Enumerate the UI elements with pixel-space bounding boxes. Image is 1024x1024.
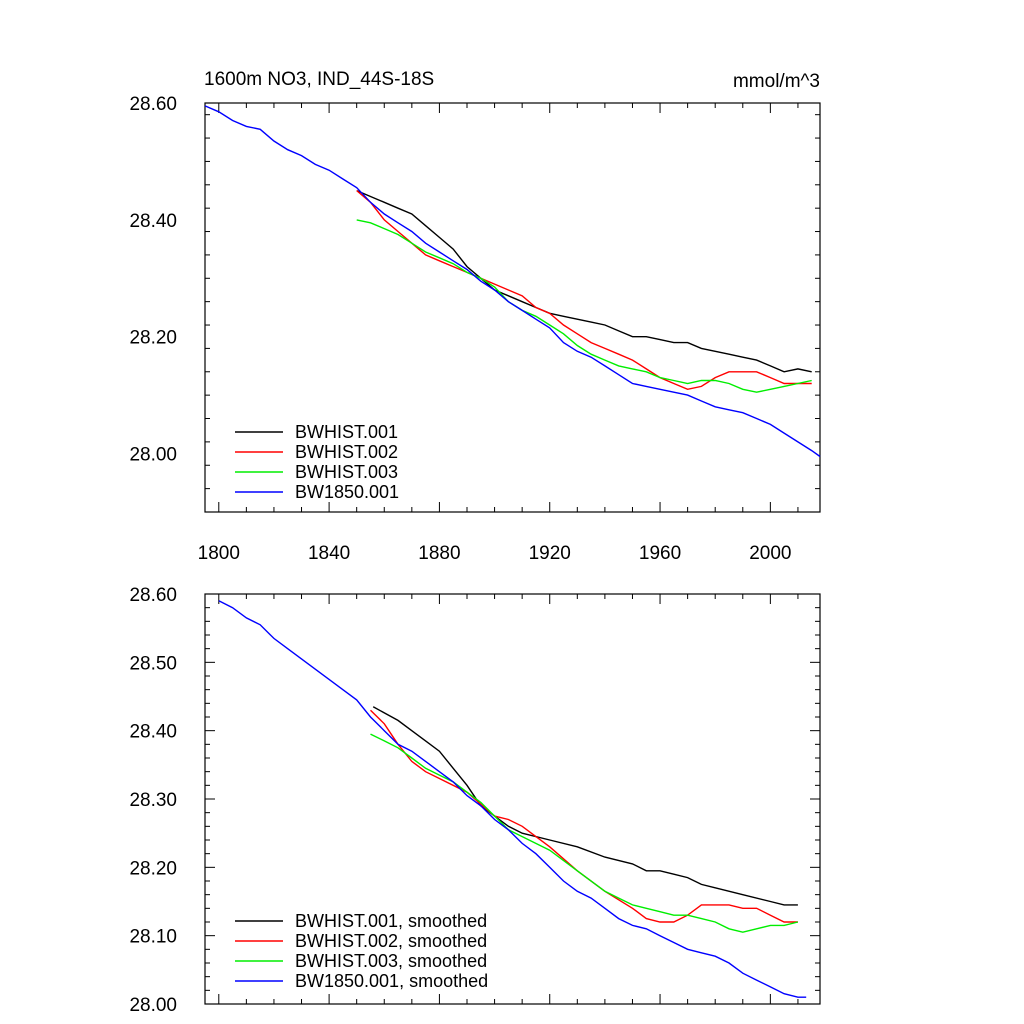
- series-line-0: [372, 706, 798, 906]
- legend-label: BWHIST.003: [295, 462, 398, 482]
- x-tick-label: 2000: [749, 543, 791, 564]
- legend-label: BW1850.001, smoothed: [295, 971, 488, 991]
- legend-label: BWHIST.002, smoothed: [295, 931, 487, 951]
- series-line-0: [356, 189, 812, 373]
- y-tick-label: 28.60: [129, 585, 177, 606]
- x-tick-label: 1800: [198, 543, 240, 564]
- x-tick-label: 1840: [308, 543, 350, 564]
- series-line-3: [204, 105, 821, 458]
- series-line-1: [356, 190, 812, 391]
- legend-label: BWHIST.003, smoothed: [295, 951, 487, 971]
- y-tick-label: 28.00: [129, 445, 177, 466]
- x-tick-label: 1920: [529, 543, 571, 564]
- series-line-3: [218, 600, 807, 998]
- y-tick-label: 28.50: [129, 653, 177, 674]
- bottom-panel: 28.00 28.10 28.20 28.30 28.40 28.50 28.60 BWHIS…: [129, 585, 821, 1016]
- series-line-2: [356, 219, 812, 393]
- units-label: mmol/m^3: [733, 71, 820, 92]
- y-tick-label: 28.40: [129, 211, 177, 232]
- y-tick-label: 28.30: [129, 790, 177, 811]
- legend-label: BWHIST.002: [295, 442, 398, 462]
- top-panel: 1800 1840 1880 1920 1960 2000 28.00 28.20 28.40 2…: [129, 94, 821, 564]
- x-tick-label: 1960: [639, 543, 681, 564]
- chart-title: 1600m NO3, IND_44S-18S: [204, 69, 434, 90]
- y-tick-label: 28.20: [129, 328, 177, 349]
- legend-label: BW1850.001: [295, 482, 399, 502]
- x-tick-label: 1880: [418, 543, 460, 564]
- y-tick-label: 28.10: [129, 927, 177, 948]
- y-tick-label: 28.60: [129, 94, 177, 115]
- plot-frame: [204, 102, 821, 513]
- legend-label: BWHIST.001, smoothed: [295, 911, 487, 931]
- y-tick-label: 28.00: [129, 995, 177, 1016]
- series-line-2: [370, 733, 799, 933]
- y-tick-label: 28.20: [129, 858, 177, 879]
- y-tick-label: 28.40: [129, 722, 177, 743]
- series-line-1: [370, 709, 798, 923]
- legend-label: BWHIST.001: [295, 422, 398, 442]
